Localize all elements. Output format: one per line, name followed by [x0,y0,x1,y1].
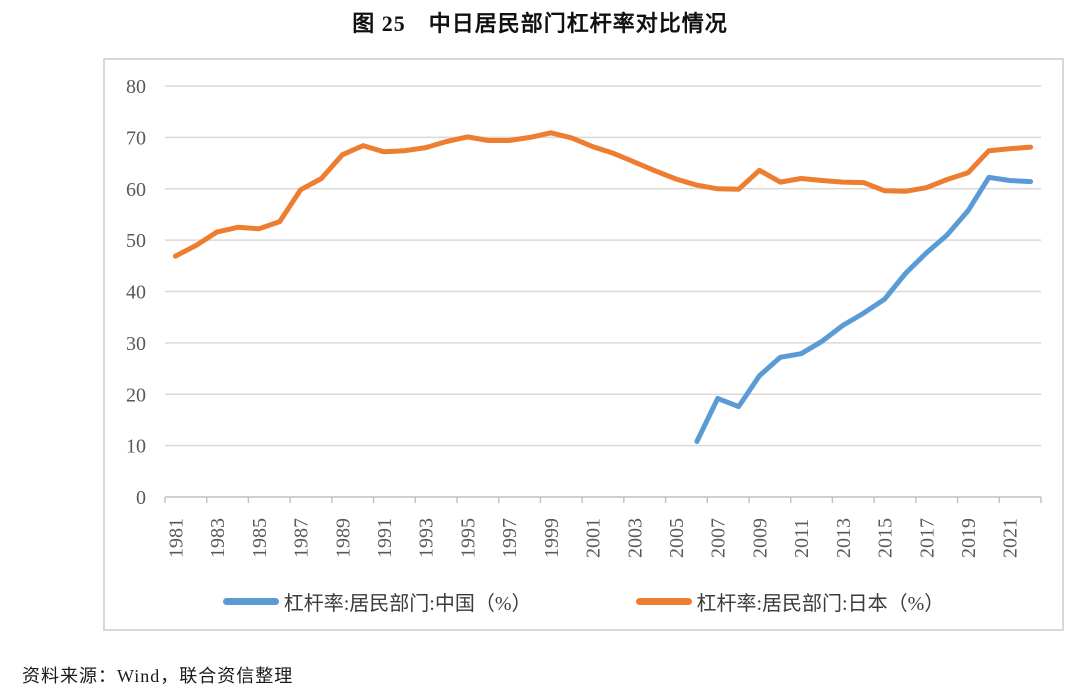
x-tick-label: 2003 [624,518,646,558]
china-series-line [694,174,1034,444]
y-tick-label: 60 [126,179,146,201]
x-tick-label: 2019 [958,518,980,558]
x-tick-label: 1981 [165,518,187,558]
y-tick-label: 30 [126,333,146,355]
japan-series-line [172,130,1034,259]
x-tick-label: 2017 [916,518,938,558]
y-tick-label: 40 [126,282,146,304]
x-tick-label: 1997 [499,518,521,558]
figure-title: 图 25 中日居民部门杠杆率对比情况 [352,11,728,36]
x-tick-label: 2005 [666,518,688,558]
y-tick-label: 50 [126,230,146,252]
source-note: 资料来源：Wind，联合资信整理 [22,666,294,686]
legend-label-china: 杠杆率:居民部门:中国（%） [283,592,532,615]
x-tick-label: 2011 [791,519,813,558]
x-tick-label: 1995 [457,518,479,558]
y-tick-label: 70 [126,127,146,149]
x-tick-label: 2015 [875,518,897,558]
x-tick-label: 1991 [374,518,396,558]
x-tick-label: 2009 [749,518,771,558]
x-tick-label: 2007 [708,518,730,558]
y-tick-label: 20 [126,384,146,406]
legend-item-china: 杠杆率:居民部门:中国（%） [222,587,532,616]
y-tick-label: 0 [136,487,146,509]
x-tick-label: 1985 [249,518,271,558]
x-tick-label: 2001 [583,518,605,558]
y-tick-label: 80 [126,76,146,98]
x-tick-label: 1999 [541,518,563,558]
legend-item-japan: 杠杆率:居民部门:日本（%） [635,587,945,616]
japan-legend-dash-icon [635,597,692,605]
x-tick-label: 1987 [291,518,313,558]
x-tick-label: 2021 [1000,518,1022,558]
chart-frame [103,58,1064,631]
x-tick-label: 1993 [416,518,438,558]
chart-legend: 杠杆率:居民部门:中国（%） 杠杆率:居民部门:日本（%） [103,585,1064,617]
china-legend-dash-icon [222,597,279,605]
y-tick-label: 10 [126,436,146,458]
x-tick-label: 1983 [207,518,229,558]
x-tick-label: 2013 [833,518,855,558]
legend-label-japan: 杠杆率:居民部门:日本（%） [696,592,945,615]
x-tick-label: 1989 [332,518,354,558]
